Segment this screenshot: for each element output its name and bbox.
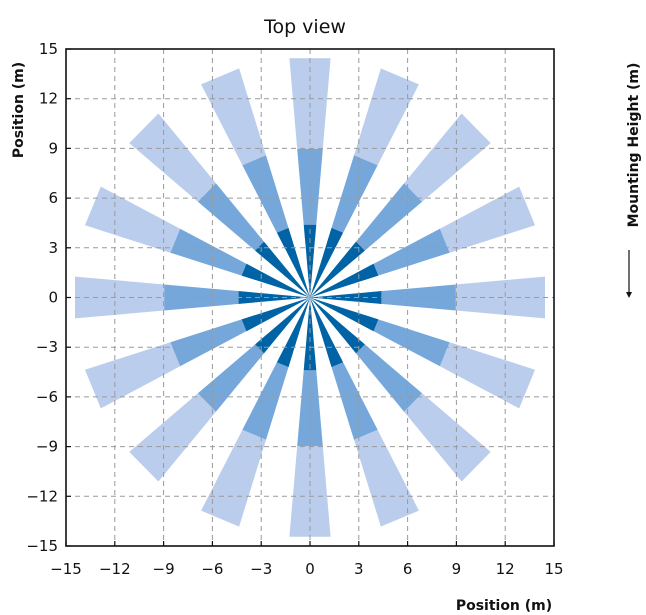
- beam-sector-0-6: [404, 393, 491, 482]
- beam-sector-2-11: [241, 297, 310, 332]
- beam-sector-1-10: [197, 334, 274, 412]
- chart-title: Top view: [263, 16, 346, 38]
- beam-sector-2-6: [310, 297, 365, 354]
- beam-sector-1-11: [170, 314, 260, 367]
- y-tick-label: −15: [26, 537, 58, 555]
- beam-sector-1-15: [242, 155, 293, 247]
- beam-sector-0-11: [85, 342, 181, 409]
- y-tick-label: 0: [48, 289, 58, 307]
- x-axis-label: Position (m): [456, 598, 552, 614]
- y-tick-label: 15: [39, 40, 58, 58]
- beam-sector-1-7: [327, 348, 378, 440]
- y-tick-label: −9: [36, 438, 58, 456]
- y-tick-label: −12: [26, 487, 58, 505]
- y-axis-ticks: −15 −12 −9 −6 −3 0 3 6 9 12 15: [26, 40, 71, 555]
- mounting-height-label: Mounting Height (m): [626, 63, 642, 228]
- y-tick-label: 9: [48, 139, 58, 157]
- beam-sector-1-6: [346, 334, 423, 412]
- beam-sectors: [75, 58, 545, 537]
- beam-sector-2-14: [255, 241, 310, 298]
- beam-sector-0-15: [201, 68, 266, 166]
- y-tick-label: 3: [48, 239, 58, 257]
- x-tick-label: 3: [354, 560, 364, 578]
- x-tick-label: 9: [452, 560, 462, 578]
- beam-sector-0-14: [129, 113, 216, 202]
- beam-sector-0-13: [85, 186, 181, 253]
- beam-sector-2-10: [255, 297, 310, 354]
- beam-sector-2-0: [303, 224, 317, 298]
- beam-sector-0-9: [201, 429, 266, 527]
- x-tick-label: −3: [250, 560, 272, 578]
- beam-sector-2-15: [277, 228, 310, 298]
- beam-sector-0-12: [75, 276, 165, 319]
- y-tick-label: 6: [48, 189, 58, 207]
- beam-sector-0-10: [129, 393, 216, 482]
- y-tick-label: −6: [36, 388, 58, 406]
- beam-sector-2-3: [310, 263, 379, 298]
- beam-sector-1-14: [197, 183, 274, 261]
- beam-sector-2-5: [310, 297, 379, 332]
- x-tick-label: 6: [403, 560, 413, 578]
- x-axis-ticks: −15 −12 −9 −6 −3 0 3 6 9 12 15: [50, 541, 564, 578]
- x-tick-label: 12: [496, 560, 515, 578]
- x-tick-label: 0: [305, 560, 315, 578]
- beam-sector-0-1: [354, 68, 419, 166]
- y-axis-label: Position (m): [11, 62, 27, 158]
- beam-sector-2-8: [303, 297, 317, 371]
- y-tick-label: −3: [36, 338, 58, 356]
- beam-sector-2-7: [310, 297, 343, 367]
- beam-sector-1-2: [346, 183, 423, 261]
- beam-sector-1-5: [360, 314, 450, 367]
- beam-sector-2-9: [277, 297, 310, 367]
- x-tick-label: −12: [99, 560, 131, 578]
- x-tick-label: −9: [153, 560, 175, 578]
- beam-sector-0-3: [439, 186, 535, 253]
- down-arrow-icon: [626, 250, 632, 298]
- beam-sector-1-1: [327, 155, 378, 247]
- beam-sector-2-1: [310, 228, 343, 298]
- beam-sector-2-2: [310, 241, 365, 298]
- grid-lines: [66, 49, 554, 546]
- x-tick-label: 15: [544, 560, 563, 578]
- y-tick-label: 12: [39, 90, 58, 108]
- beam-sector-0-5: [439, 342, 535, 409]
- beam-sector-1-12: [164, 284, 254, 311]
- beam-sector-2-13: [241, 263, 310, 298]
- beam-sector-1-9: [242, 348, 293, 440]
- x-tick-label: −6: [201, 560, 223, 578]
- beam-sector-1-13: [170, 228, 260, 281]
- beam-sector-0-2: [404, 113, 491, 202]
- beam-sector-1-3: [360, 228, 450, 281]
- x-tick-label: −15: [50, 560, 82, 578]
- beam-sector-0-7: [354, 429, 419, 527]
